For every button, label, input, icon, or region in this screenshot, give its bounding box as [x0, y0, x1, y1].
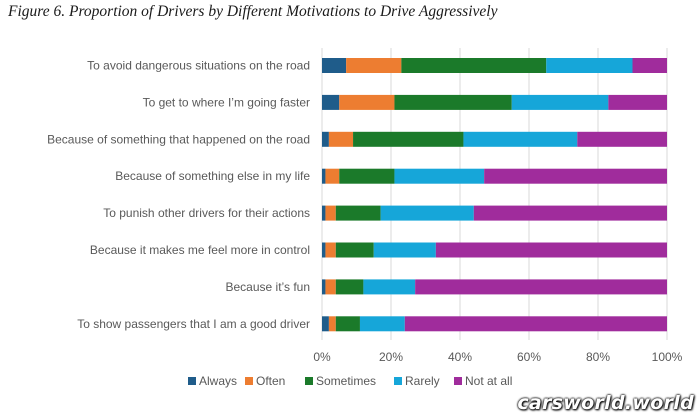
x-tick-label: 0%: [313, 350, 331, 364]
bar-segment-not-at-all: [608, 94, 667, 110]
bar-segment-not-at-all: [577, 131, 667, 147]
category-label: To get to where I’m going faster: [143, 95, 310, 109]
bar-segment-sometimes: [335, 316, 360, 332]
legend-label: Rarely: [405, 374, 440, 388]
x-tick-label: 100%: [652, 350, 683, 364]
bar-segment-often: [325, 279, 336, 295]
bar-segment-sometimes: [401, 58, 547, 73]
bar-segment-rarely: [511, 94, 609, 110]
bar-segment-often: [346, 58, 402, 73]
bar-segment-not-at-all: [415, 279, 667, 295]
bar-segment-rarely: [463, 131, 578, 147]
legend-swatch: [245, 377, 253, 385]
category-label: To show passengers that I am a good driv…: [77, 317, 310, 331]
bar-segment-rarely: [380, 205, 474, 221]
bar-segment-often: [328, 131, 354, 147]
x-tick-label: 60%: [517, 350, 541, 364]
x-tick-label: 20%: [379, 350, 403, 364]
legend: Always Often Sometimes Rarely Not at all: [188, 374, 512, 388]
category-label: To punish other drivers for their action…: [103, 206, 310, 220]
legend-swatch: [394, 377, 402, 385]
grid-lines: [321, 48, 668, 340]
category-label: Because it makes me feel more in control: [90, 243, 310, 257]
legend-label: Not at all: [465, 374, 512, 388]
bar-segment-often: [328, 316, 336, 332]
category-label: Because of something that happened on th…: [47, 132, 310, 146]
bar-segment-often: [325, 242, 336, 258]
category-label: To avoid dangerous situations on the roa…: [87, 59, 310, 73]
bar-segment-rarely: [359, 316, 405, 332]
bar-segment-rarely: [546, 58, 633, 73]
legend-swatch: [188, 377, 196, 385]
bar-segment-sometimes: [353, 131, 464, 147]
bar-segment-rarely: [373, 242, 436, 258]
watermark: carsworld.world: [517, 392, 694, 414]
category-labels: To avoid dangerous situations on the roa…: [47, 59, 310, 331]
legend-label: Sometimes: [316, 374, 376, 388]
bar-segment-always: [322, 168, 326, 184]
bar-segment-always: [322, 131, 329, 147]
bar-segment-sometimes: [339, 168, 395, 184]
bar-segment-often: [325, 205, 336, 221]
bar-segment-sometimes: [394, 94, 512, 110]
bar-segment-rarely: [363, 279, 416, 295]
bar-segment-sometimes: [335, 242, 374, 258]
bar-segment-always: [322, 94, 340, 110]
category-label: Because it’s fun: [226, 280, 311, 294]
figure-title: Figure 6. Proportion of Drivers by Diffe…: [8, 3, 498, 20]
bar-segment-always: [322, 242, 326, 258]
bar-segment-not-at-all: [484, 168, 667, 184]
bar-segment-always: [322, 58, 347, 73]
bar-segment-not-at-all: [473, 205, 667, 221]
x-tick-label: 40%: [448, 350, 472, 364]
bar-segment-rarely: [394, 168, 485, 184]
bar-segment-not-at-all: [404, 316, 667, 332]
bar-segment-sometimes: [335, 205, 381, 221]
bar-segment-always: [322, 279, 326, 295]
bar-segment-often: [339, 94, 395, 110]
legend-label: Always: [199, 374, 237, 388]
legend-swatch: [454, 377, 462, 385]
category-label: Because of something else in my life: [115, 169, 310, 183]
bar-segment-often: [325, 168, 340, 184]
legend-swatch: [305, 377, 313, 385]
x-tick-label: 80%: [586, 350, 610, 364]
bar-segment-not-at-all: [435, 242, 667, 258]
bar-segment-always: [322, 316, 329, 332]
x-tick-labels: 0% 20% 40% 60% 80% 100%: [313, 350, 682, 364]
legend-label: Often: [256, 374, 285, 388]
bar-segment-not-at-all: [632, 58, 667, 73]
bars: [322, 58, 667, 332]
bar-segment-always: [322, 205, 326, 221]
bar-segment-sometimes: [335, 279, 364, 295]
